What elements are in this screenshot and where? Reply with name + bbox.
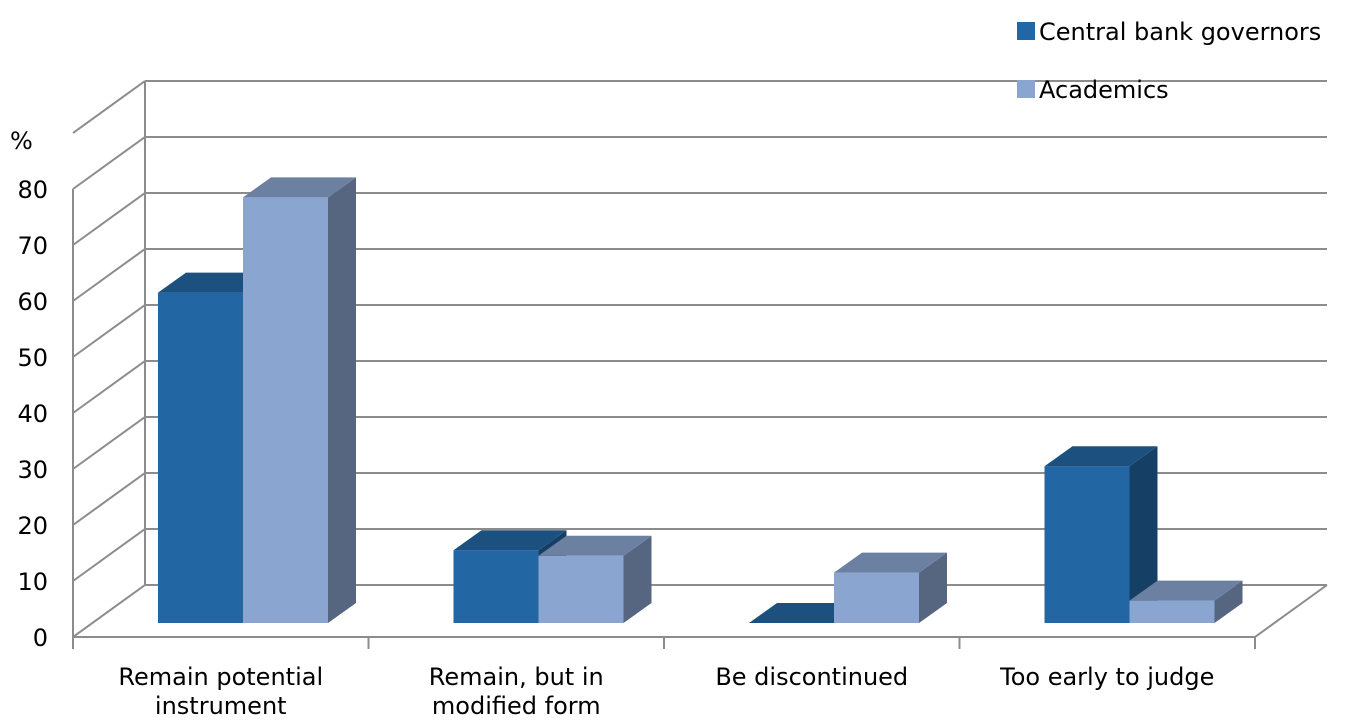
bar-top [1129, 580, 1243, 601]
gridline [72, 192, 146, 246]
category-label-line: instrument [155, 692, 287, 720]
bar [834, 572, 919, 623]
y-tick-label: 30 [17, 456, 48, 484]
gridline [72, 360, 146, 414]
bar [538, 555, 624, 623]
bar-top [243, 177, 356, 198]
category-label-line: Too early to judge [999, 663, 1214, 691]
gridline [72, 304, 146, 358]
y-unit-label: % [10, 127, 33, 155]
bar [1044, 466, 1130, 623]
y-tick-label: 50 [17, 344, 48, 372]
gridline [72, 248, 146, 302]
legend-label: Academics [1039, 76, 1169, 104]
y-tick-label: 20 [17, 512, 48, 540]
category-label-line: Remain, but in [429, 663, 604, 691]
legend-label: Central bank governors [1039, 18, 1321, 46]
legend-swatch [1017, 80, 1035, 98]
bar-top [749, 603, 862, 623]
category-label: Remain, but in modified form [429, 663, 604, 720]
gridline [72, 416, 146, 470]
floor-edge [1254, 584, 1328, 638]
category-label: Remain potential instrument [118, 663, 323, 720]
bar-side [623, 535, 652, 623]
category-label: Be discontinued [715, 663, 908, 691]
y-tick-label: 80 [17, 176, 48, 204]
legend: Central bank governors Academics [1017, 18, 1321, 104]
y-tick-label: 70 [17, 232, 48, 260]
bar-top [453, 530, 567, 551]
category-label-line: Remain potential [118, 663, 323, 691]
bar [1129, 600, 1215, 623]
y-tick-label: 10 [17, 568, 48, 596]
bar-side [919, 552, 947, 623]
gridline [72, 528, 146, 582]
axes [72, 189, 1256, 649]
gridline [72, 136, 146, 190]
bars [158, 177, 1243, 623]
bar-top [538, 535, 652, 556]
category-label: Too early to judge [999, 663, 1214, 691]
gridline [72, 80, 146, 134]
bar-top [834, 552, 947, 573]
gridline [72, 584, 146, 638]
y-tick-label: 0 [33, 624, 48, 652]
labels: 0 10 20 30 40 50 60 70 80% Remain potential instru… [10, 127, 1214, 720]
bar [453, 550, 539, 623]
category-label-line: modified form [432, 692, 601, 720]
y-tick-label: 40 [17, 400, 48, 428]
bar-top [158, 272, 271, 293]
legend-swatch [1017, 22, 1035, 40]
bar-side [1214, 580, 1243, 623]
bar [243, 197, 328, 623]
bar [158, 292, 243, 623]
category-label-line: Be discontinued [715, 663, 908, 691]
bar-side [1129, 446, 1158, 623]
y-tick-label: 60 [17, 288, 48, 316]
bar-top [1044, 446, 1158, 467]
gridline [72, 472, 146, 526]
bar-side [328, 177, 356, 623]
